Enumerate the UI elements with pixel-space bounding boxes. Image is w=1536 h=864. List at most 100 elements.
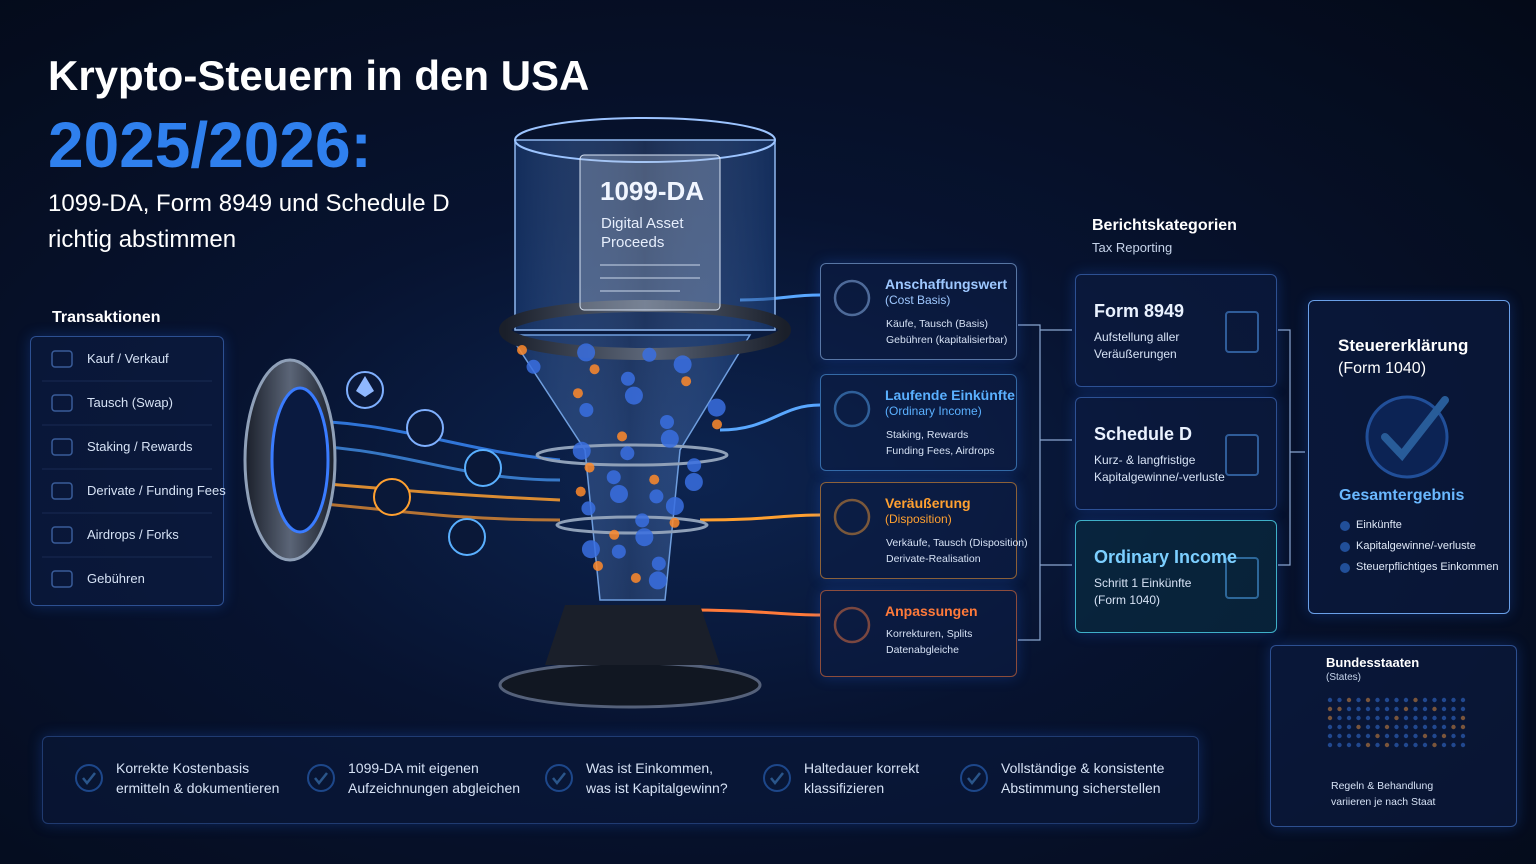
document-line: Proceeds xyxy=(601,234,665,251)
result-check: Kapitalgewinne/-verluste xyxy=(1356,540,1476,552)
category-title: Anschaffungswert xyxy=(885,276,1008,292)
checklist-line: klassifizieren xyxy=(804,780,885,796)
document-line: Digital Asset xyxy=(601,215,684,232)
particle xyxy=(579,403,594,417)
checklist-line: Vollständige & konsistente xyxy=(1001,760,1165,776)
result-check: Einkünfte xyxy=(1356,519,1402,531)
transaction-item: Kauf / Verkauf xyxy=(87,351,169,366)
transaction-item: Airdrops / Forks xyxy=(87,527,179,542)
transactions-title: Transaktionen xyxy=(52,309,161,326)
category-box xyxy=(820,374,1017,471)
checklist-line: Was ist Einkommen, xyxy=(586,760,714,776)
category-title: Anpassungen xyxy=(885,603,978,619)
particle xyxy=(712,419,723,430)
states-line: Regeln & Behandlung xyxy=(1331,780,1434,792)
subtitle: richtig abstimmen xyxy=(48,226,237,253)
category-subtitle: (Cost Basis) xyxy=(885,293,951,307)
title: Krypto-Steuern in den USA xyxy=(48,52,590,99)
category-line: Verkäufe, Tausch (Disposition) xyxy=(886,537,1028,549)
form-line: Aufstellung aller xyxy=(1094,330,1180,344)
particle xyxy=(649,474,660,485)
particle xyxy=(572,441,591,460)
particle xyxy=(635,528,654,547)
states-title: Bundesstaaten xyxy=(1326,655,1420,670)
particle xyxy=(681,376,692,387)
form-line: Kurz- & langfristige xyxy=(1094,453,1196,467)
document-title: 1099-DA xyxy=(600,176,705,206)
particle xyxy=(575,486,586,497)
transaction-item: Staking / Rewards xyxy=(87,439,193,454)
particle xyxy=(577,343,596,362)
particle xyxy=(684,473,703,491)
particle xyxy=(687,458,702,473)
checklist-line: 1099-DA mit eigenen xyxy=(348,760,479,776)
form-title: Ordinary Income xyxy=(1094,547,1238,567)
states-box xyxy=(1270,645,1517,827)
form-title: Schedule D xyxy=(1094,424,1193,444)
category-line: Käufe, Tausch (Basis) xyxy=(886,318,988,330)
form-line: Kapitalgewinne/-verluste xyxy=(1094,470,1225,484)
particle xyxy=(649,489,664,504)
form-line: Veräußerungen xyxy=(1094,347,1177,361)
form-box xyxy=(1075,274,1277,387)
checklist-line: Haltedauer korrekt xyxy=(804,760,920,776)
particle xyxy=(660,415,674,429)
reporting-title: Berichtskategorien xyxy=(1092,217,1237,234)
result-subtitle: (Form 1040) xyxy=(1338,360,1427,377)
checklist-line: Aufzeichnungen abgleichen xyxy=(348,780,521,796)
form-line: (Form 1040) xyxy=(1094,593,1161,607)
form-line: Schritt 1 Einkünfte xyxy=(1094,576,1192,590)
particle xyxy=(624,386,643,405)
particle xyxy=(611,544,626,559)
form-title: Form 8949 xyxy=(1094,301,1185,321)
states-line: variieren je nach Staat xyxy=(1331,796,1436,808)
checklist-line: Abstimmung sicherstellen xyxy=(1001,780,1161,796)
particle xyxy=(606,470,621,485)
year: 2025/2026: xyxy=(48,109,372,181)
category-line: Korrekturen, Splits xyxy=(886,628,973,640)
category-box xyxy=(820,482,1017,579)
particle xyxy=(572,388,583,399)
transaction-item: Derivate / Funding Fees xyxy=(87,483,226,498)
particle xyxy=(589,364,600,375)
particle xyxy=(517,345,527,355)
particle xyxy=(617,431,628,442)
transactions-panel xyxy=(30,336,224,606)
particle xyxy=(610,485,628,503)
checklist-line: Korrekte Kostenbasis xyxy=(116,760,250,776)
subtitle: 1099-DA, Form 8949 und Schedule D xyxy=(48,190,450,217)
form-box xyxy=(1075,520,1277,633)
category-title: Veräußerung xyxy=(885,495,971,511)
particle xyxy=(669,517,680,528)
category-box xyxy=(820,263,1017,360)
particle xyxy=(630,573,641,583)
particle xyxy=(620,371,635,386)
particle xyxy=(584,462,595,473)
category-title: Laufende Einkünfte xyxy=(885,387,1015,403)
particle xyxy=(593,561,603,571)
result-box xyxy=(1308,300,1510,614)
checklist-bar xyxy=(42,736,1199,824)
category-line: Datenabgleiche xyxy=(886,644,959,656)
states-subtitle: (States) xyxy=(1326,672,1362,683)
category-line: Staking, Rewards xyxy=(886,429,969,441)
category-line: Derivate-Realisation xyxy=(886,553,981,565)
particle xyxy=(635,513,650,528)
particle xyxy=(707,398,726,417)
particle xyxy=(673,355,692,374)
transaction-item: Tausch (Swap) xyxy=(87,395,173,410)
checklist-line: was ist Kapitalgewinn? xyxy=(586,780,728,796)
particle xyxy=(581,540,600,559)
particle xyxy=(526,359,541,374)
particle xyxy=(642,347,657,362)
particle xyxy=(665,497,684,515)
reporting-subtitle: Tax Reporting xyxy=(1092,240,1173,255)
transaction-item: Gebühren xyxy=(87,571,145,586)
particle xyxy=(648,571,667,590)
form-box xyxy=(1075,397,1277,510)
result-summary: Gesamtergebnis xyxy=(1339,487,1465,504)
particle xyxy=(620,446,635,461)
category-box xyxy=(820,590,1017,677)
checklist-line: ermitteln & dokumentieren xyxy=(116,780,280,796)
